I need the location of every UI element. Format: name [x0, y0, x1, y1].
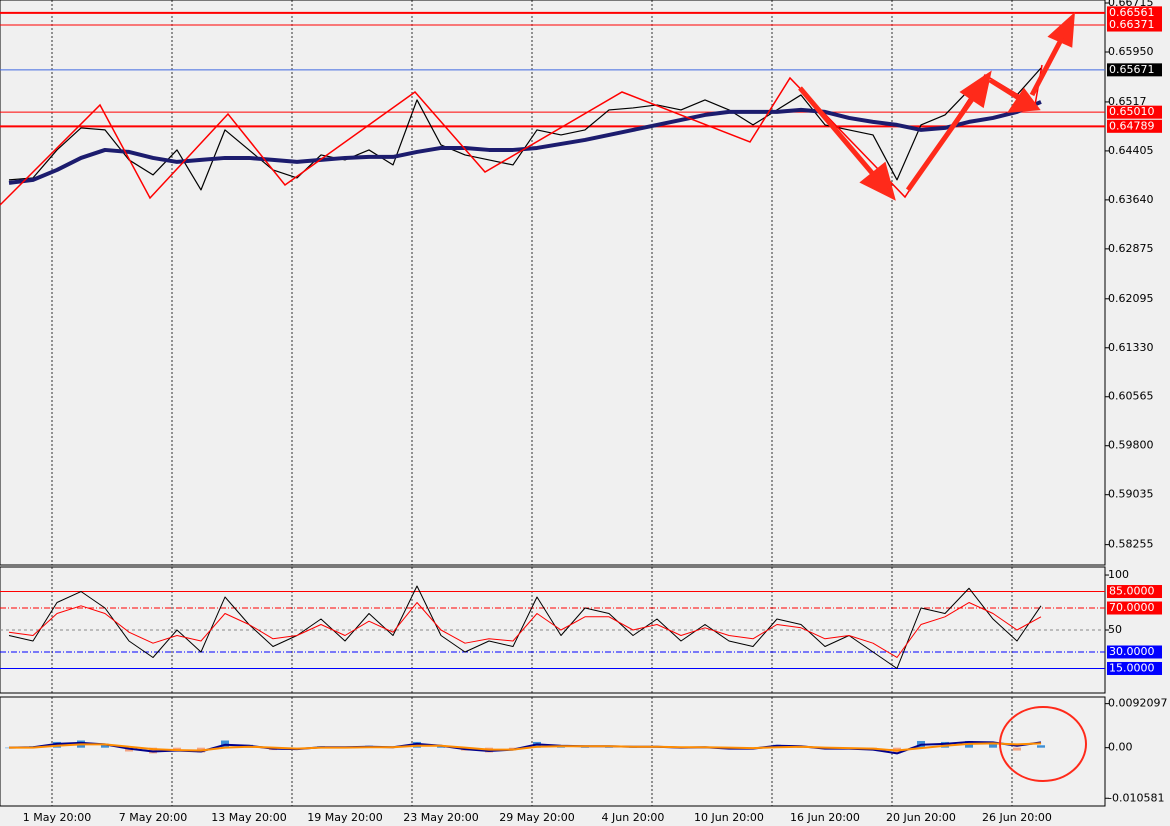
x-tick-label: 26 Jun 20:00	[982, 811, 1052, 824]
x-tick-label: 7 May 20:00	[119, 811, 187, 824]
arrow-head	[1047, 11, 1075, 48]
panel	[0, 0, 1106, 566]
histogram-bar	[173, 747, 181, 751]
histogram-bar	[1037, 745, 1045, 748]
panel	[0, 696, 1106, 807]
x-tick-label: 19 May 20:00	[307, 811, 382, 824]
level-label: 0.64789	[1109, 119, 1155, 132]
x-tick-label: 10 Jun 20:00	[694, 811, 764, 824]
arrow-head	[1007, 87, 1041, 113]
y-tick-label: 50	[1108, 623, 1122, 636]
level-label: 0.65671	[1109, 63, 1155, 76]
y-tick-label: 0.58255	[1108, 538, 1154, 551]
level-label-bg	[1107, 63, 1162, 77]
level-label: 15.0000	[1109, 661, 1155, 674]
highlight-circle	[999, 706, 1087, 782]
y-tick-label: 0.62875	[1108, 242, 1154, 255]
level-label-bg	[1107, 645, 1162, 659]
x-tick-label: 29 May 20:00	[499, 811, 574, 824]
arrow	[905, 93, 978, 192]
y-tick-label: 0.63640	[1108, 193, 1154, 206]
level-label-bg	[1107, 18, 1162, 32]
level-label-bg	[1107, 119, 1162, 133]
x-tick-label: 20 Jun 20:00	[886, 811, 956, 824]
arrow-head	[959, 70, 992, 109]
y-tick-label: 100	[1108, 568, 1129, 581]
y-tick-label: 0.64405	[1108, 144, 1154, 157]
arrows	[798, 11, 1075, 201]
y-tick-label: 0.65950	[1108, 45, 1154, 58]
y-tick-label: 0.62095	[1108, 292, 1154, 305]
y-tick-label: 0.59035	[1108, 488, 1154, 501]
arrow	[988, 77, 1024, 103]
y-tick-label: 0.66715	[1108, 0, 1154, 9]
histogram-bar	[989, 742, 997, 748]
y-tick-label: -0.010581	[1108, 791, 1164, 804]
y-tick-label: 0.00	[1108, 741, 1133, 754]
x-tick-label: 4 Jun 20:00	[602, 811, 665, 824]
y-tick-label: 0.59800	[1108, 439, 1154, 452]
arrow	[1029, 36, 1065, 97]
series-line	[8, 602, 1042, 658]
series-line	[8, 585, 1042, 669]
level-label: 0.66561	[1109, 6, 1155, 19]
x-tick-label: 1 May 20:00	[23, 811, 91, 824]
level-label: 85.0000	[1109, 585, 1155, 598]
histogram-bar	[437, 746, 445, 748]
x-tick-label: 13 May 20:00	[211, 811, 286, 824]
level-label: 30.0000	[1109, 645, 1155, 658]
histogram-bar	[1013, 747, 1021, 751]
level-label-bg	[1107, 661, 1162, 675]
level-label-bg	[1107, 6, 1162, 20]
level-label: 0.66371	[1109, 18, 1155, 31]
arrow-head	[859, 161, 896, 201]
x-tick-label: 16 Jun 20:00	[790, 811, 860, 824]
level-label-bg	[1107, 601, 1162, 615]
histogram-bar	[101, 743, 109, 748]
y-tick-label: 0.61330	[1108, 341, 1154, 354]
y-tick-label: 0.6517	[1108, 95, 1147, 108]
arrow	[798, 86, 880, 182]
level-label-bg	[1107, 585, 1162, 599]
level-label-bg	[1107, 105, 1162, 119]
y-tick-label: 0.0092097	[1108, 697, 1168, 710]
y-tick-label: 0.60565	[1108, 390, 1154, 403]
annotations	[0, 11, 1087, 782]
level-label: 70.0000	[1109, 601, 1155, 614]
level-label: 0.65010	[1109, 105, 1155, 118]
series-line	[9, 742, 1042, 752]
x-tick-label: 23 May 20:00	[403, 811, 478, 824]
